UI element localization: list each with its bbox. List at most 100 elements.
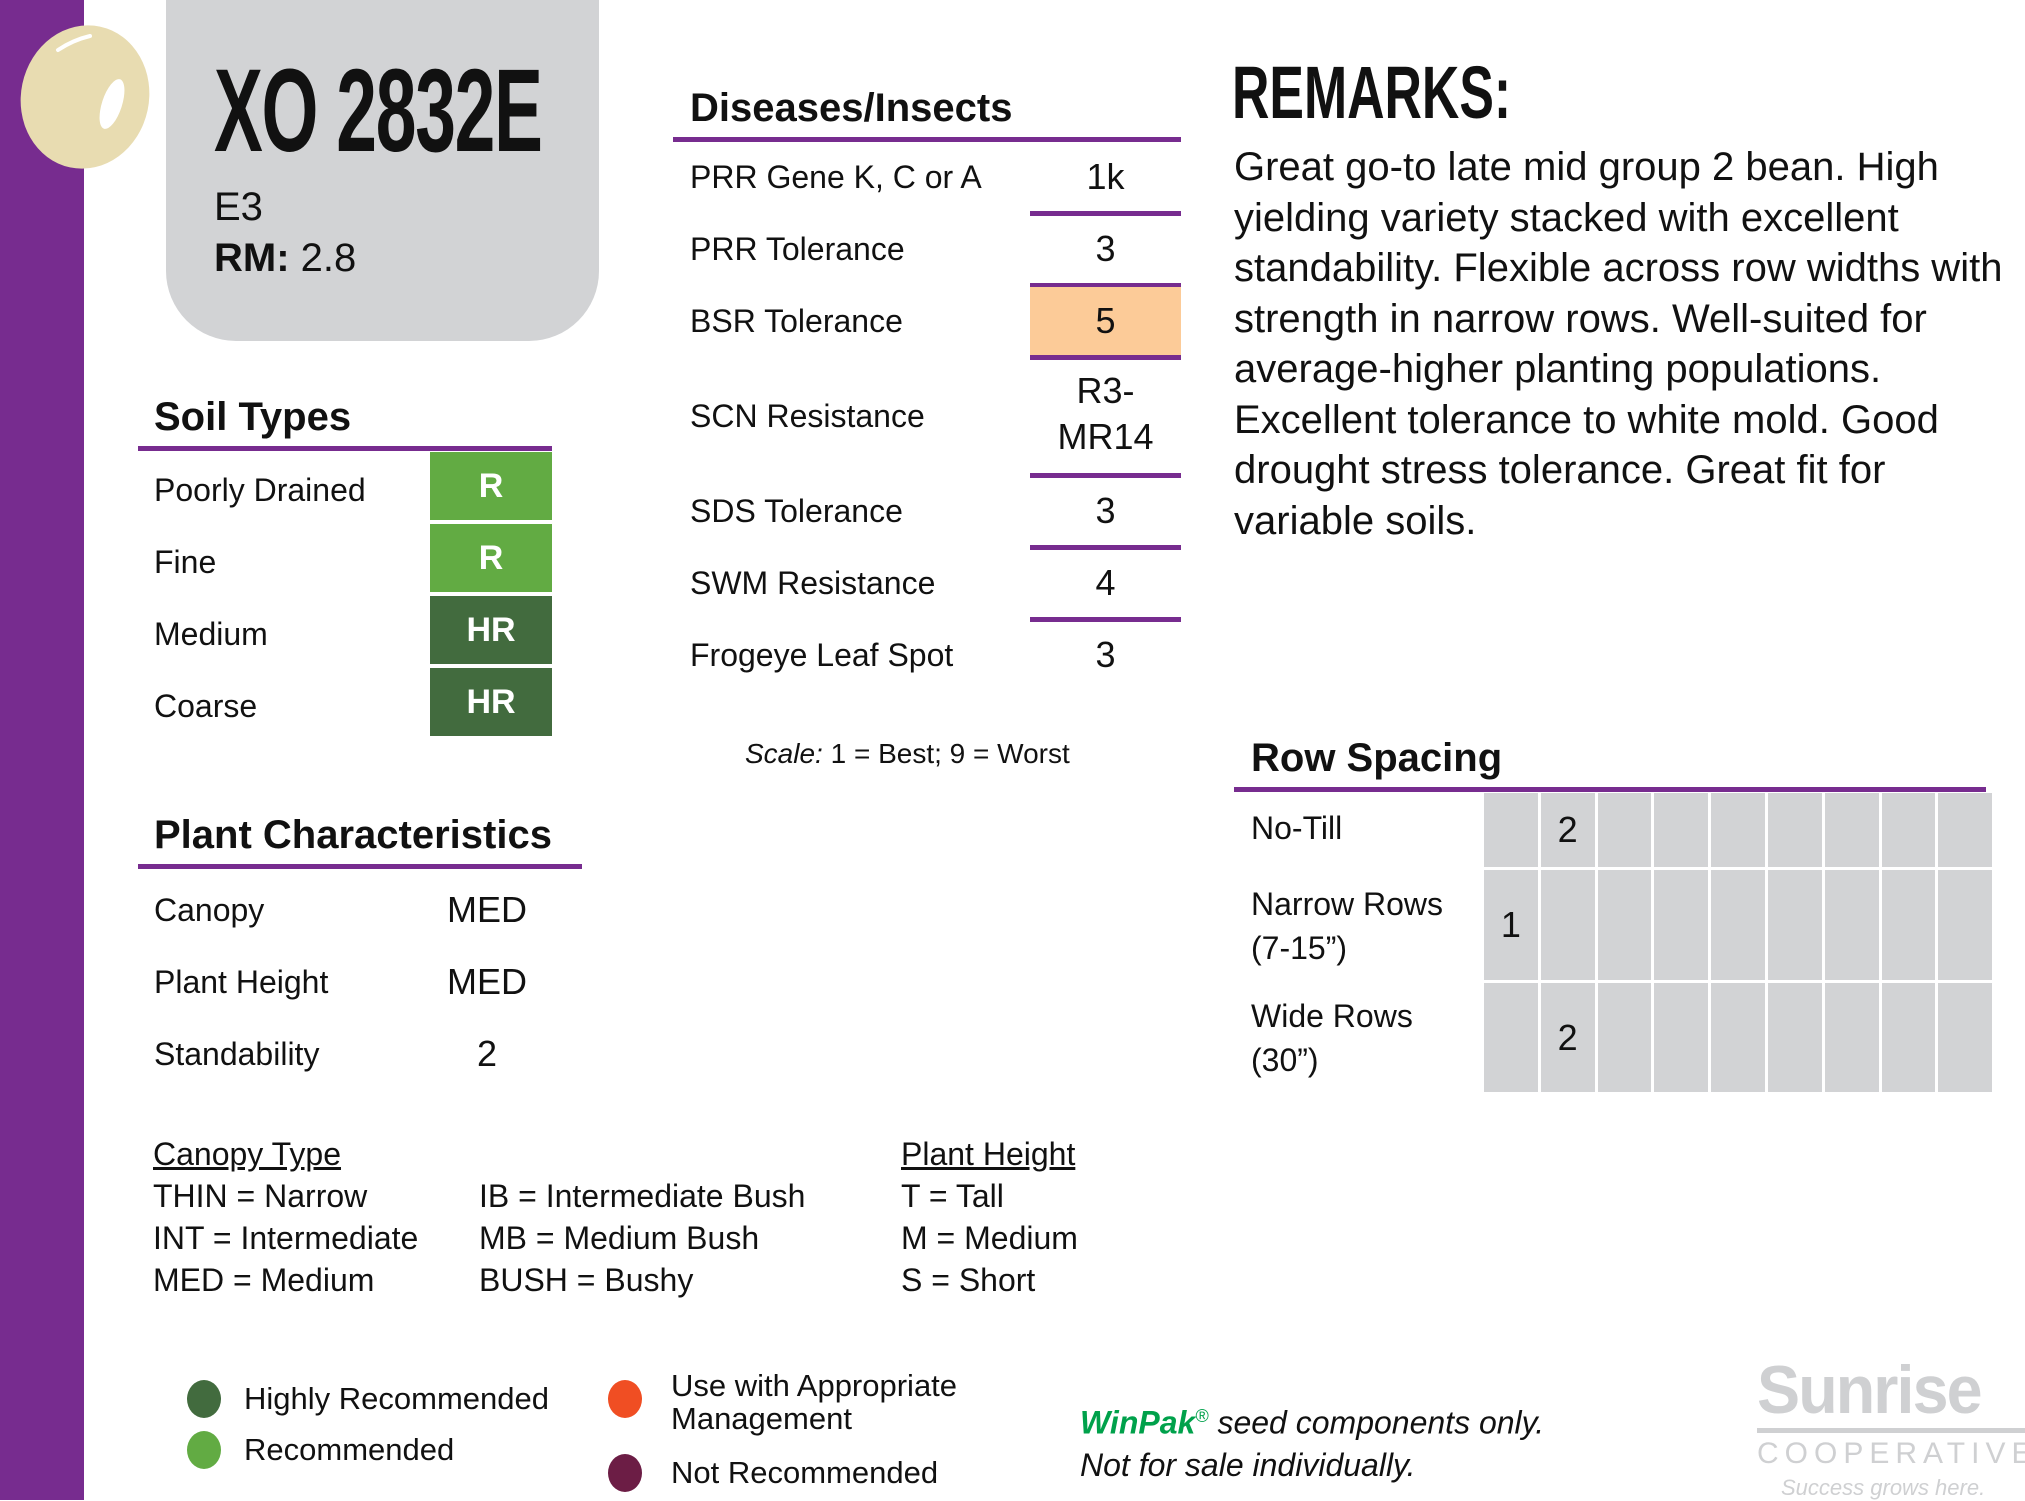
rating-cell [1881,983,1936,1092]
canopy-key-item: MED = Medium [153,1262,375,1298]
soil-rating-badge: R [430,524,552,592]
canopy-key-item: IB = Intermediate Bush [479,1178,806,1214]
plant-characteristic-value: MED [447,961,527,1002]
rating-cell [1881,870,1936,980]
soil-type-label: Medium [154,616,268,652]
rating-cell-marked: 2 [1540,983,1595,1092]
soil-types-title: Soil Types [154,395,352,439]
legend-recommended: Recommended [244,1432,455,1467]
rating-cell [1711,983,1765,1092]
sunrise-logo: Sunrise COOPERATIVE Success grows here. [1757,1356,2025,1501]
legend-appropriate-management: Use with Appropriate Management [671,1368,958,1436]
soybean-icon [20,25,150,169]
purple-side-bar [0,0,84,1500]
canopy-key-2: IB = Intermediate Bush MB = Medium Bush … [479,1175,805,1301]
disease-value-rule [1030,473,1181,478]
rating-cell [1938,793,1993,867]
row-spacing-label: Wide Rows [1251,998,1413,1034]
disease-value-line2: MR14 [1057,416,1154,457]
row-spacing-rule [1234,787,1986,792]
highlight-cell [1030,287,1181,355]
disease-label: PRR Gene K, C or A [690,159,982,195]
soil-rating-badge: HR [430,596,552,664]
row-spacing-title: Row Spacing [1251,736,1503,780]
rating-cell [1767,793,1822,867]
disease-value-rule [1030,617,1181,622]
disease-value: 3 [1095,634,1116,675]
rating-cell-marked: 2 [1540,793,1595,867]
canopy-key-item: MB = Medium Bush [479,1220,760,1256]
rm-value: 2.8 [300,236,357,280]
disease-label: Frogeye Leaf Spot [690,637,954,673]
trait-label: E3 [214,185,263,229]
rating-cell [1767,870,1822,980]
highly-recommended-dot-icon [187,1380,221,1418]
disease-label: SWM Resistance [690,565,936,601]
scale-text: 1 = Best; 9 = Worst [822,738,1070,769]
not-recommended-dot-icon [608,1454,642,1492]
row-spacing-label: Narrow Rows [1251,886,1444,922]
disease-label: BSR Tolerance [690,303,903,339]
height-key-title: Plant Height [901,1136,1076,1172]
disease-value: 4 [1095,562,1116,603]
row-spacing-sublabel: (7-15”) [1251,930,1348,966]
variety-name: XO 2832E [214,45,543,177]
rating-cell [1938,983,1993,1092]
row-spacing-sublabel: (30”) [1251,1042,1319,1078]
soil-type-label: Coarse [154,688,258,724]
canopy-key: Canopy Type THIN = Narrow INT = Intermed… [153,1133,418,1301]
disease-value: 3 [1095,490,1116,531]
disease-value-rule [1030,545,1181,550]
soil-rating-badge: HR [430,668,552,736]
remarks-text: Great go-to late mid group 2 bean. High … [1234,145,2003,543]
scale-note: Scale: 1 = Best; 9 = Worst [745,740,1070,768]
plant-rule [138,864,582,869]
rating-cell [1824,870,1879,980]
scale-label: Scale: [745,738,823,769]
soil-type-label: Fine [154,544,217,580]
logo-name: Sunrise [1757,1352,1983,1428]
rating-cell [1654,793,1709,867]
disease-value-rule [1030,211,1181,216]
disease-label: SCN Resistance [690,398,925,434]
logo-rule [1757,1428,2025,1433]
canopy-key-title: Canopy Type [153,1136,341,1172]
winpak-brand: WinPak [1080,1404,1196,1441]
rating-cell [1484,793,1538,867]
rating-cell [1938,870,1993,980]
winpak-line1: seed components only. [1208,1404,1545,1441]
height-key-item: M = Medium [901,1220,1078,1256]
plant-characteristics-title: Plant Characteristics [154,813,552,857]
rating-cell [1597,870,1652,980]
diseases-title: Diseases/Insects [690,86,1013,130]
rating-cell [1711,793,1765,867]
canopy-key-item: THIN = Narrow [153,1178,368,1214]
disease-value: 1k [1086,156,1125,197]
soil-rule [138,446,552,451]
appropriate-management-dot-icon [608,1380,642,1418]
plant-characteristic-label: Plant Height [154,964,329,1000]
rating-cell-marked: 1 [1484,870,1538,980]
rating-cell [1540,870,1595,980]
height-key-item: S = Short [901,1262,1036,1298]
plant-characteristic-value: MED [447,889,527,930]
recommended-dot-icon [187,1431,221,1469]
disease-value: 5 [1095,300,1116,341]
registered-mark: ® [1195,1406,1209,1426]
height-key: Plant Height T = Tall M = Medium S = Sho… [901,1133,1078,1301]
rating-cell [1654,870,1709,980]
variety-card [166,0,599,341]
disease-value-rule [1030,283,1181,288]
disease-value: 3 [1095,228,1116,269]
disease-value: R3- [1076,370,1135,411]
canopy-key-item: INT = Intermediate [153,1220,419,1256]
soil-type-label: Poorly Drained [154,472,366,508]
winpak-line2: Not for sale individually. [1080,1446,1416,1483]
rating-cell [1597,983,1652,1092]
rating-cell [1881,793,1936,867]
legend-not-recommended: Not Recommended [671,1455,939,1490]
rm-label: RM: [214,236,290,280]
legend-highly-recommended: Highly Recommended [244,1381,549,1416]
disease-label: SDS Tolerance [690,493,903,529]
